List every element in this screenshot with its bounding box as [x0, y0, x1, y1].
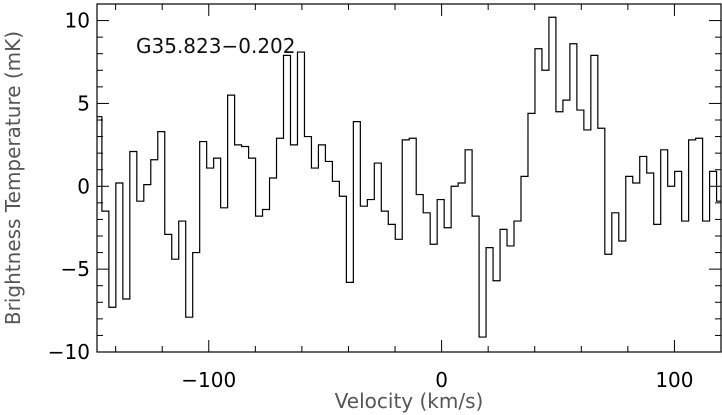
spectrum-line [97, 16, 721, 338]
plot-frame [96, 3, 722, 353]
axis-ticks: −100 0 100 10 5 0 −5 −10 [48, 3, 722, 392]
x-tick-label: 100 [655, 368, 693, 392]
x-tick-label: 0 [435, 368, 448, 392]
y-tick-label: −5 [61, 257, 90, 281]
x-axis-title: Velocity (km/s) [335, 389, 484, 413]
y-axis-title: Brightness Temperature (mK) [1, 31, 25, 325]
y-tick-label: −10 [48, 340, 90, 364]
source-name-label: G35.823−0.202 [136, 34, 296, 58]
y-tick-label: 5 [77, 91, 90, 115]
y-tick-label: 0 [77, 174, 90, 198]
y-tick-label: 10 [65, 9, 90, 33]
x-tick-label: −100 [181, 368, 236, 392]
